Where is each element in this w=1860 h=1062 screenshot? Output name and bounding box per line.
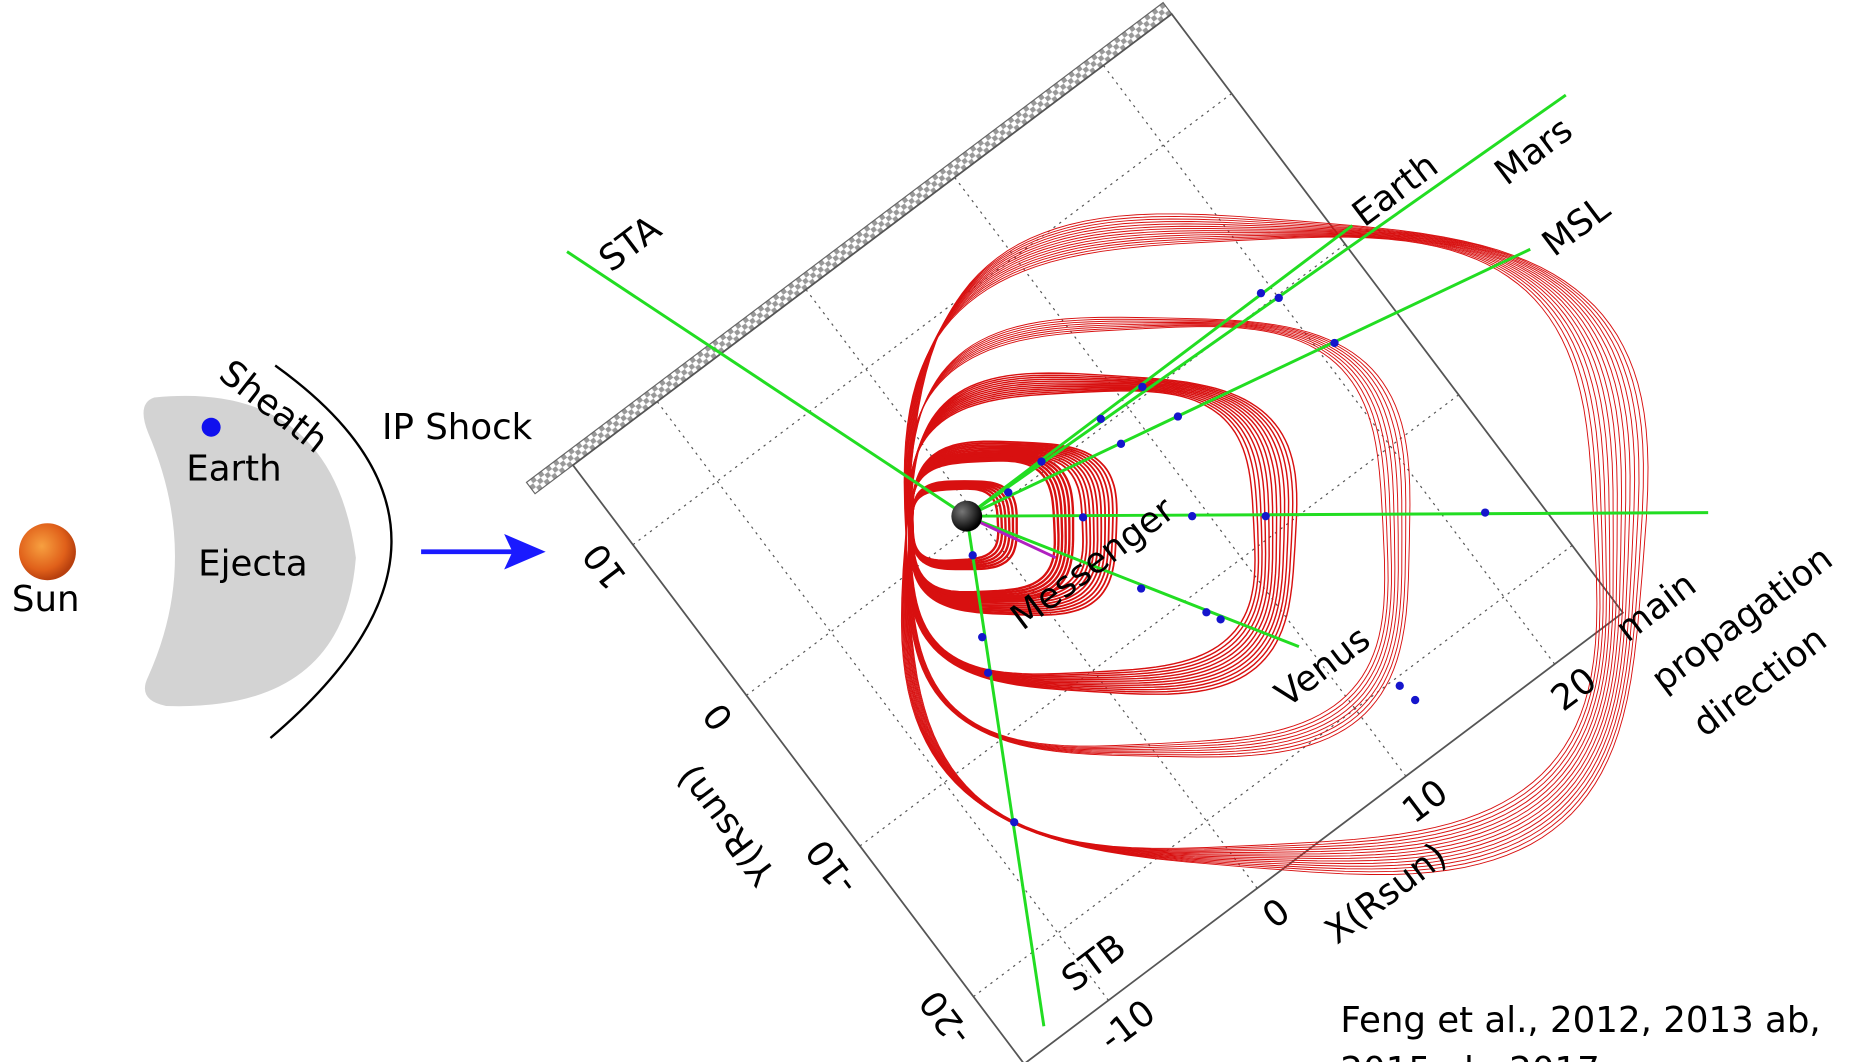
y-tick-label: 10 <box>575 535 635 596</box>
spacecraft-dot <box>1262 512 1270 520</box>
x-tick-label: 10 <box>1395 772 1456 832</box>
spacecraft-dot <box>1138 383 1146 391</box>
spacecraft-dot <box>1257 289 1265 297</box>
mars-label: Mars <box>1487 109 1580 193</box>
sta-label: STA <box>592 207 670 280</box>
page: {"left_panel": {"sun": "Sun", "sheath": … <box>0 0 1860 1062</box>
earth-dot <box>202 418 221 437</box>
spacecraft-dot <box>1411 696 1419 704</box>
spacecraft-dot <box>1396 682 1404 690</box>
spacecraft-dot <box>1079 513 1087 521</box>
citation: Feng et al., 2012, 2013 ab, <box>1340 1000 1820 1041</box>
figure: Sun Earth Ejecta Sheath IP Shock STA Ear… <box>0 0 1860 1062</box>
spacecraft-dot <box>1004 488 1012 496</box>
sun-icon <box>19 523 76 580</box>
spacecraft-dot <box>1117 440 1125 448</box>
y-tick-label: 0 <box>696 695 742 738</box>
spacecraft-dot <box>1037 457 1045 465</box>
spacecraft-dot <box>969 551 977 559</box>
spacecraft-dot <box>978 633 986 641</box>
msl-label: MSL <box>1535 188 1618 265</box>
ejecta-label: Ejecta <box>198 543 308 584</box>
spacecraft-dot <box>1097 415 1105 423</box>
earth-label: Earth <box>186 449 281 490</box>
spacecraft-dot <box>1188 512 1196 520</box>
sun-sphere <box>951 501 982 532</box>
spacecraft-dot <box>1174 412 1182 420</box>
y-axis-title: Y(Rsun) <box>668 758 784 894</box>
spacecraft-dot <box>1275 294 1283 302</box>
sun-label: Sun <box>12 579 80 620</box>
plot-frame <box>526 3 1622 1062</box>
spacecraft-dot <box>1137 584 1145 592</box>
spacecraft-dot <box>1202 608 1210 616</box>
spacecraft-dot <box>984 669 992 677</box>
spacecraft-dot <box>1330 339 1338 347</box>
spacecraft-dot <box>1216 615 1224 623</box>
spacecraft-dot <box>1010 818 1018 826</box>
spacecraft-dot <box>1481 508 1489 516</box>
x-axis-title: X(Rsun) <box>1318 835 1455 952</box>
shock-label: IP Shock <box>382 407 533 448</box>
x-tick-label: 0 <box>1255 891 1298 937</box>
citation: 2015 ab, 2017 <box>1340 1050 1599 1062</box>
